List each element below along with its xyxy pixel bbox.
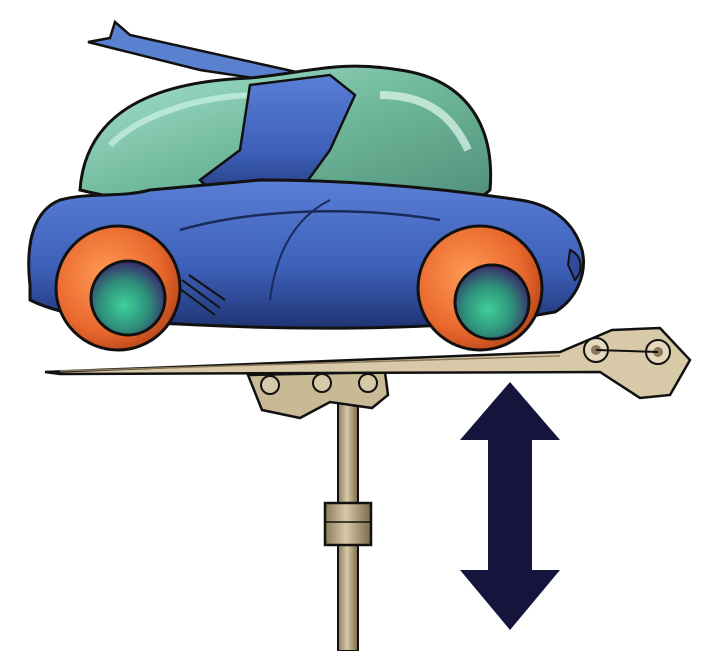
rear-wheel xyxy=(416,224,544,352)
concept-car xyxy=(27,19,585,352)
front-wheel xyxy=(54,224,182,352)
vertical-double-arrow-icon xyxy=(460,382,560,630)
lift-pole xyxy=(323,384,373,651)
front-vent xyxy=(174,274,226,316)
platform-bracket xyxy=(246,370,390,420)
lift-platform xyxy=(44,326,692,400)
